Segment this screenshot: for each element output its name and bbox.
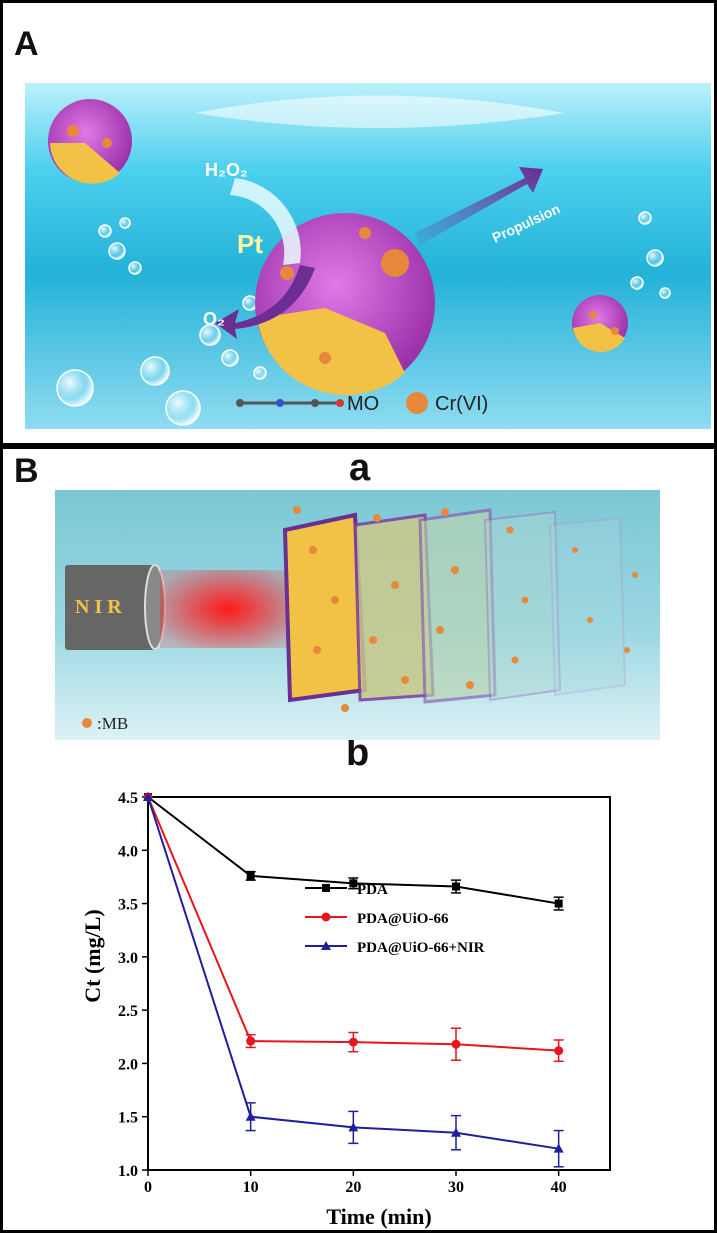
- data-point: [554, 899, 563, 908]
- cr-icon: [406, 392, 428, 414]
- data-point: [452, 882, 460, 891]
- data-point: [553, 1143, 564, 1153]
- bubbles: [56, 211, 671, 426]
- mb-legend-label: :MB: [97, 714, 128, 733]
- data-point: [143, 792, 153, 801]
- subpanel-b-label: b: [346, 732, 370, 774]
- legend-marker: [322, 884, 330, 892]
- data-point: [246, 1036, 256, 1046]
- surface-light: [195, 95, 565, 128]
- panel-a-illustration: H₂O₂ Pt O₂ Propulsion MO Cr(VI): [25, 83, 711, 429]
- o2-arrow: [215, 265, 315, 339]
- series-line: [147, 796, 559, 1150]
- series-line: [147, 796, 559, 1052]
- mb-legend-dot: [82, 718, 92, 728]
- y-tick-label: 3.5: [118, 897, 138, 914]
- y-tick-label: 1.5: [118, 1110, 138, 1127]
- data-point: [451, 1039, 461, 1049]
- data-point: [451, 1127, 461, 1137]
- legend-marker: [321, 912, 331, 922]
- legend-label: PDA@UiO-66+NIR: [357, 940, 485, 956]
- framework-slabs: [282, 508, 627, 704]
- mb-dots: [293, 506, 638, 712]
- y-tick-label: 4.0: [118, 843, 138, 860]
- y-axis-label: Ct (mg/L): [80, 909, 105, 1002]
- y-tick-label: 3.0: [118, 950, 138, 967]
- data-point: [245, 1111, 256, 1121]
- data-point: [348, 1122, 359, 1132]
- h2o2-label: H₂O₂: [205, 160, 248, 180]
- plot-area-frame: [147, 796, 611, 1171]
- x-tick-label: 40: [551, 1179, 567, 1196]
- x-tick-label: 0: [144, 1179, 152, 1196]
- nir-label: N I R: [75, 596, 122, 618]
- legend-label: PDA: [357, 882, 388, 898]
- h2o2-arrow: [230, 178, 301, 265]
- panel-divider: [0, 443, 717, 449]
- panel-b-label: B: [14, 452, 39, 490]
- data-point: [554, 1046, 564, 1056]
- y-tick-label: 4.5: [118, 790, 138, 807]
- mo-molecule-icon: [236, 399, 344, 407]
- small-particle-right: [572, 295, 628, 353]
- panel-a-label: A: [14, 25, 39, 63]
- x-tick-label: 20: [345, 1179, 361, 1196]
- y-tick-label: 2.0: [118, 1056, 138, 1073]
- subpanel-a-label: a: [349, 447, 371, 489]
- data-point: [349, 879, 358, 888]
- cr-label: Cr(VI): [435, 393, 488, 415]
- pt-label: Pt: [237, 229, 263, 259]
- x-tick-label: 10: [243, 1179, 259, 1196]
- propulsion-arrow: [415, 167, 543, 245]
- y-tick-label: 2.5: [118, 1003, 138, 1020]
- legend-marker: [321, 941, 331, 950]
- data-point: [246, 871, 255, 880]
- mo-label: MO: [347, 393, 379, 415]
- y-tick-label: 1.0: [118, 1163, 138, 1180]
- panel-b-illustration: N I R :MB: [55, 490, 660, 740]
- x-tick-label: 30: [448, 1179, 464, 1196]
- o2-label: O₂: [203, 309, 225, 329]
- nir-beam: [160, 570, 295, 648]
- legend-label: PDA@UiO-66: [357, 911, 449, 927]
- x-axis-label: Time (min): [326, 1204, 431, 1229]
- data-point: [348, 1037, 358, 1047]
- small-particle-left: [48, 99, 132, 184]
- line-chart: 0 10 20 30 40 1.0 1.5 2.0 2.5 3.0 3.5 4.0 4.5 PDA PDA@…: [80, 790, 611, 1229]
